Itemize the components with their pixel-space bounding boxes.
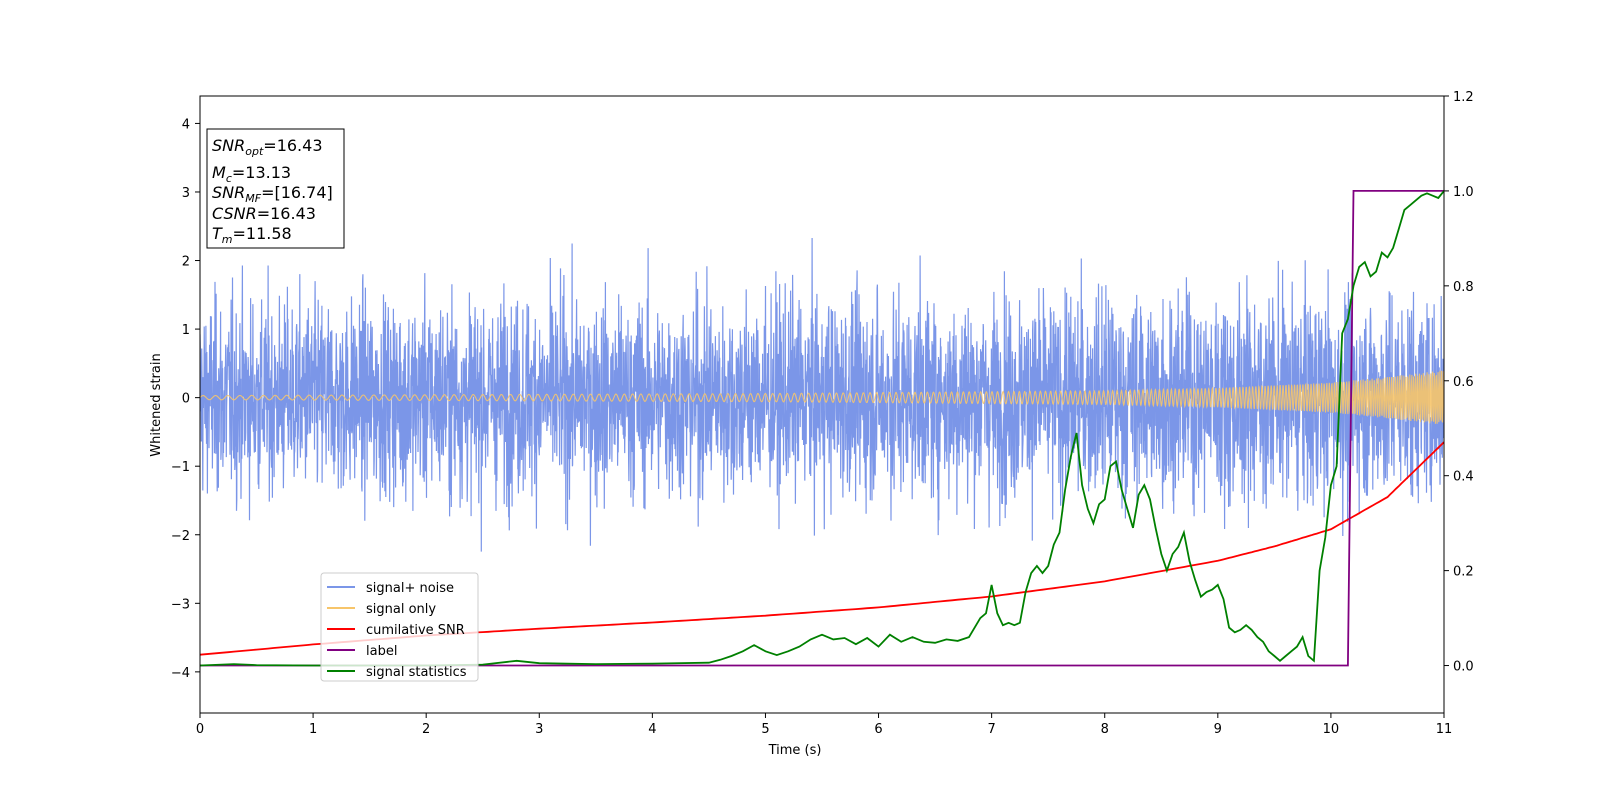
y-tick-label: 1 xyxy=(182,323,190,338)
legend-label: label xyxy=(366,644,397,659)
annotation-csnr: CSNR=16.43 xyxy=(212,204,316,223)
legend-label: signal+ noise xyxy=(366,581,454,596)
legend-label: signal statistics xyxy=(366,665,467,680)
y2-tick-label: 0.4 xyxy=(1453,470,1474,485)
y2-tick-label: 0.6 xyxy=(1453,375,1474,390)
x-tick-label: 1 xyxy=(309,722,317,737)
y2-tick-label: 0.0 xyxy=(1453,660,1474,675)
plot-frame xyxy=(199,95,1445,714)
x-tick-label: 0 xyxy=(196,722,204,737)
x-axis-label: Time (s) xyxy=(768,743,822,758)
y-axis-label: Whitened strain xyxy=(149,353,164,456)
x-tick-label: 5 xyxy=(761,722,769,737)
x-tick-label: 9 xyxy=(1214,722,1222,737)
y-tick-label: −1 xyxy=(171,460,190,475)
y-tick-label: −4 xyxy=(171,666,190,681)
y-tick-label: 0 xyxy=(182,392,190,407)
y-tick-label: −3 xyxy=(171,597,190,612)
annotation-snr-mf: SNRMF=[16.74] xyxy=(212,183,333,205)
x-tick-label: 6 xyxy=(874,722,882,737)
y2-tick-label: 0.8 xyxy=(1453,280,1474,295)
series-label xyxy=(200,190,1444,667)
series-signal-noise xyxy=(200,237,1444,552)
x-tick-label: 3 xyxy=(535,722,543,737)
y-tick-label: 3 xyxy=(182,186,190,201)
legend-frame xyxy=(320,572,479,682)
y-tick-label: 4 xyxy=(182,117,190,132)
annotation-box: SNRopt=16.43 Mc=13.13 SNRMF=[16.74] CSNR… xyxy=(206,128,345,249)
series-signal-only xyxy=(200,370,1444,424)
x-tick-label: 7 xyxy=(987,722,995,737)
legend-label: signal only xyxy=(366,602,436,617)
x-tick-label: 8 xyxy=(1101,722,1109,737)
axes: 0 1 2 3 4 5 6 7 8 9 10 11 −4 −3 −2 −1 0 1 2 3 4 0.0 0.2 0.4 0.6 0… xyxy=(171,90,1474,737)
annotation-mc: Mc=13.13 xyxy=(212,163,291,185)
annotation-tm: Tm=11.58 xyxy=(212,224,292,246)
annotation-frame xyxy=(206,128,345,249)
series-signal-statistics xyxy=(200,190,1444,667)
y2-tick-label: 1.0 xyxy=(1453,185,1474,200)
y-tick-label: 2 xyxy=(182,255,190,270)
x-tick-label: 11 xyxy=(1436,722,1453,737)
legend-label: cumilative SNR xyxy=(366,623,465,638)
x-tick-label: 4 xyxy=(648,722,656,737)
y-tick-label: −2 xyxy=(171,529,190,544)
x-tick-label: 10 xyxy=(1323,722,1340,737)
y2-tick-label: 0.2 xyxy=(1453,565,1474,580)
y2-tick-label: 1.2 xyxy=(1453,90,1474,105)
x-tick-label: 2 xyxy=(422,722,430,737)
legend: signal+ noise signal only cumilative SNR la… xyxy=(320,572,479,682)
annotation-snr-opt: SNRopt=16.43 xyxy=(212,136,323,158)
